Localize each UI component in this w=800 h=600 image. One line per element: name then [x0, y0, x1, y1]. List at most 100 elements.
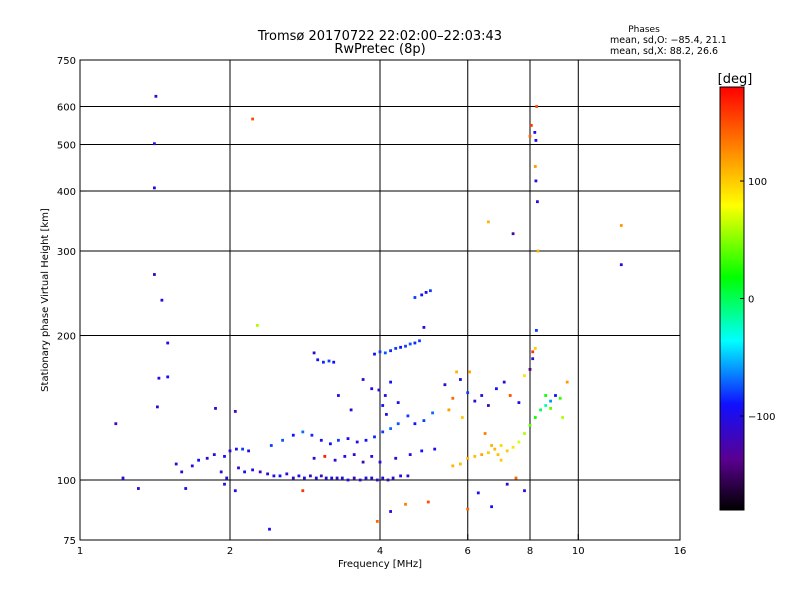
data-point [370, 387, 374, 391]
data-point [137, 487, 140, 490]
data-point [424, 291, 428, 294]
data-point [303, 476, 306, 480]
data-point [422, 419, 426, 422]
data-point [373, 435, 376, 439]
data-point [536, 249, 540, 253]
data-point [247, 449, 250, 453]
data-point [399, 474, 402, 478]
data-point [166, 341, 170, 345]
data-point [394, 347, 398, 350]
data-point [420, 293, 424, 297]
data-point [468, 370, 471, 374]
data-point [364, 438, 368, 442]
data-point [358, 478, 362, 482]
data-point [364, 476, 368, 480]
data-point [243, 470, 246, 474]
chart-title: Tromsø 20170722 22:02:00–22:03:43 [257, 29, 502, 44]
data-point [517, 440, 521, 444]
data-point [406, 414, 410, 418]
phase-stats-x-mode: mean, sd,X: 88.2, 26.6 [610, 46, 718, 57]
data-point [205, 456, 209, 460]
data-point [523, 489, 526, 493]
chart-subtitle: RwPretec (8p) [334, 42, 425, 57]
data-point [268, 527, 271, 531]
data-point [505, 449, 509, 453]
data-point [329, 442, 332, 446]
data-point [322, 360, 325, 364]
data-point [534, 179, 538, 183]
data-point [266, 472, 269, 476]
data-point [212, 453, 216, 456]
data-point [495, 387, 498, 391]
data-point [490, 505, 493, 509]
data-point [330, 476, 334, 480]
x-axis-ticks: 1 2 4 6 8 10 16 [77, 534, 686, 557]
data-point [511, 445, 515, 449]
data-point [422, 326, 426, 329]
data-point [291, 433, 295, 437]
data-point [523, 374, 526, 377]
data-point [370, 455, 374, 458]
data-point [361, 378, 365, 381]
gridlines [80, 60, 680, 540]
data-point [429, 289, 432, 293]
data-point [337, 394, 340, 397]
data-point [160, 298, 164, 302]
data-point [493, 447, 497, 451]
data-point [534, 139, 538, 142]
data-point [316, 358, 320, 362]
data-point [332, 360, 336, 364]
data-point [228, 449, 232, 453]
data-point [343, 455, 347, 458]
data-point [235, 447, 238, 451]
data-point [549, 407, 552, 410]
y-tick-label: 300 [57, 247, 76, 258]
data-point [391, 476, 395, 480]
x-tick-label: 8 [527, 546, 533, 557]
data-point [473, 455, 477, 458]
data-point [433, 447, 437, 451]
data-point [535, 105, 539, 108]
data-point [153, 186, 156, 190]
data-point [309, 474, 312, 478]
data-point [408, 342, 412, 346]
data-point [386, 478, 390, 482]
data-point [394, 456, 398, 460]
data-point [375, 520, 379, 523]
data-point [529, 124, 533, 127]
data-point [355, 440, 359, 444]
data-point [269, 444, 273, 447]
data-point [241, 447, 244, 451]
data-point [561, 416, 564, 419]
data-point [378, 350, 382, 354]
data-point [533, 416, 537, 419]
data-point [389, 427, 392, 430]
data-point [197, 458, 200, 462]
data-point [153, 273, 156, 276]
data-point [285, 472, 289, 476]
data-point [352, 476, 356, 480]
colorbar-label: [deg] [718, 72, 753, 87]
data-point [314, 476, 318, 480]
data-point [166, 375, 170, 379]
data-point [349, 408, 353, 412]
data-point [256, 324, 259, 327]
x-tick-label: 2 [227, 546, 233, 557]
data-point [619, 263, 623, 267]
data-point [381, 476, 385, 480]
phase-stats-o-mode: mean, sd,O: −85.4, 21.1 [610, 35, 727, 46]
data-point [483, 432, 487, 435]
data-point [480, 453, 484, 456]
data-point [190, 464, 194, 468]
phase-stats-heading: Phases [628, 25, 660, 35]
y-axis-ticks: 75 100 200 300 400 500 600 750 [57, 56, 86, 547]
data-point [184, 487, 188, 490]
data-point [291, 476, 295, 480]
data-point [233, 489, 237, 493]
y-tick-label: 200 [57, 332, 76, 343]
data-point [418, 339, 421, 343]
data-point [480, 394, 484, 397]
x-tick-label: 4 [377, 546, 383, 557]
data-point [381, 430, 385, 434]
data-point [370, 476, 374, 480]
